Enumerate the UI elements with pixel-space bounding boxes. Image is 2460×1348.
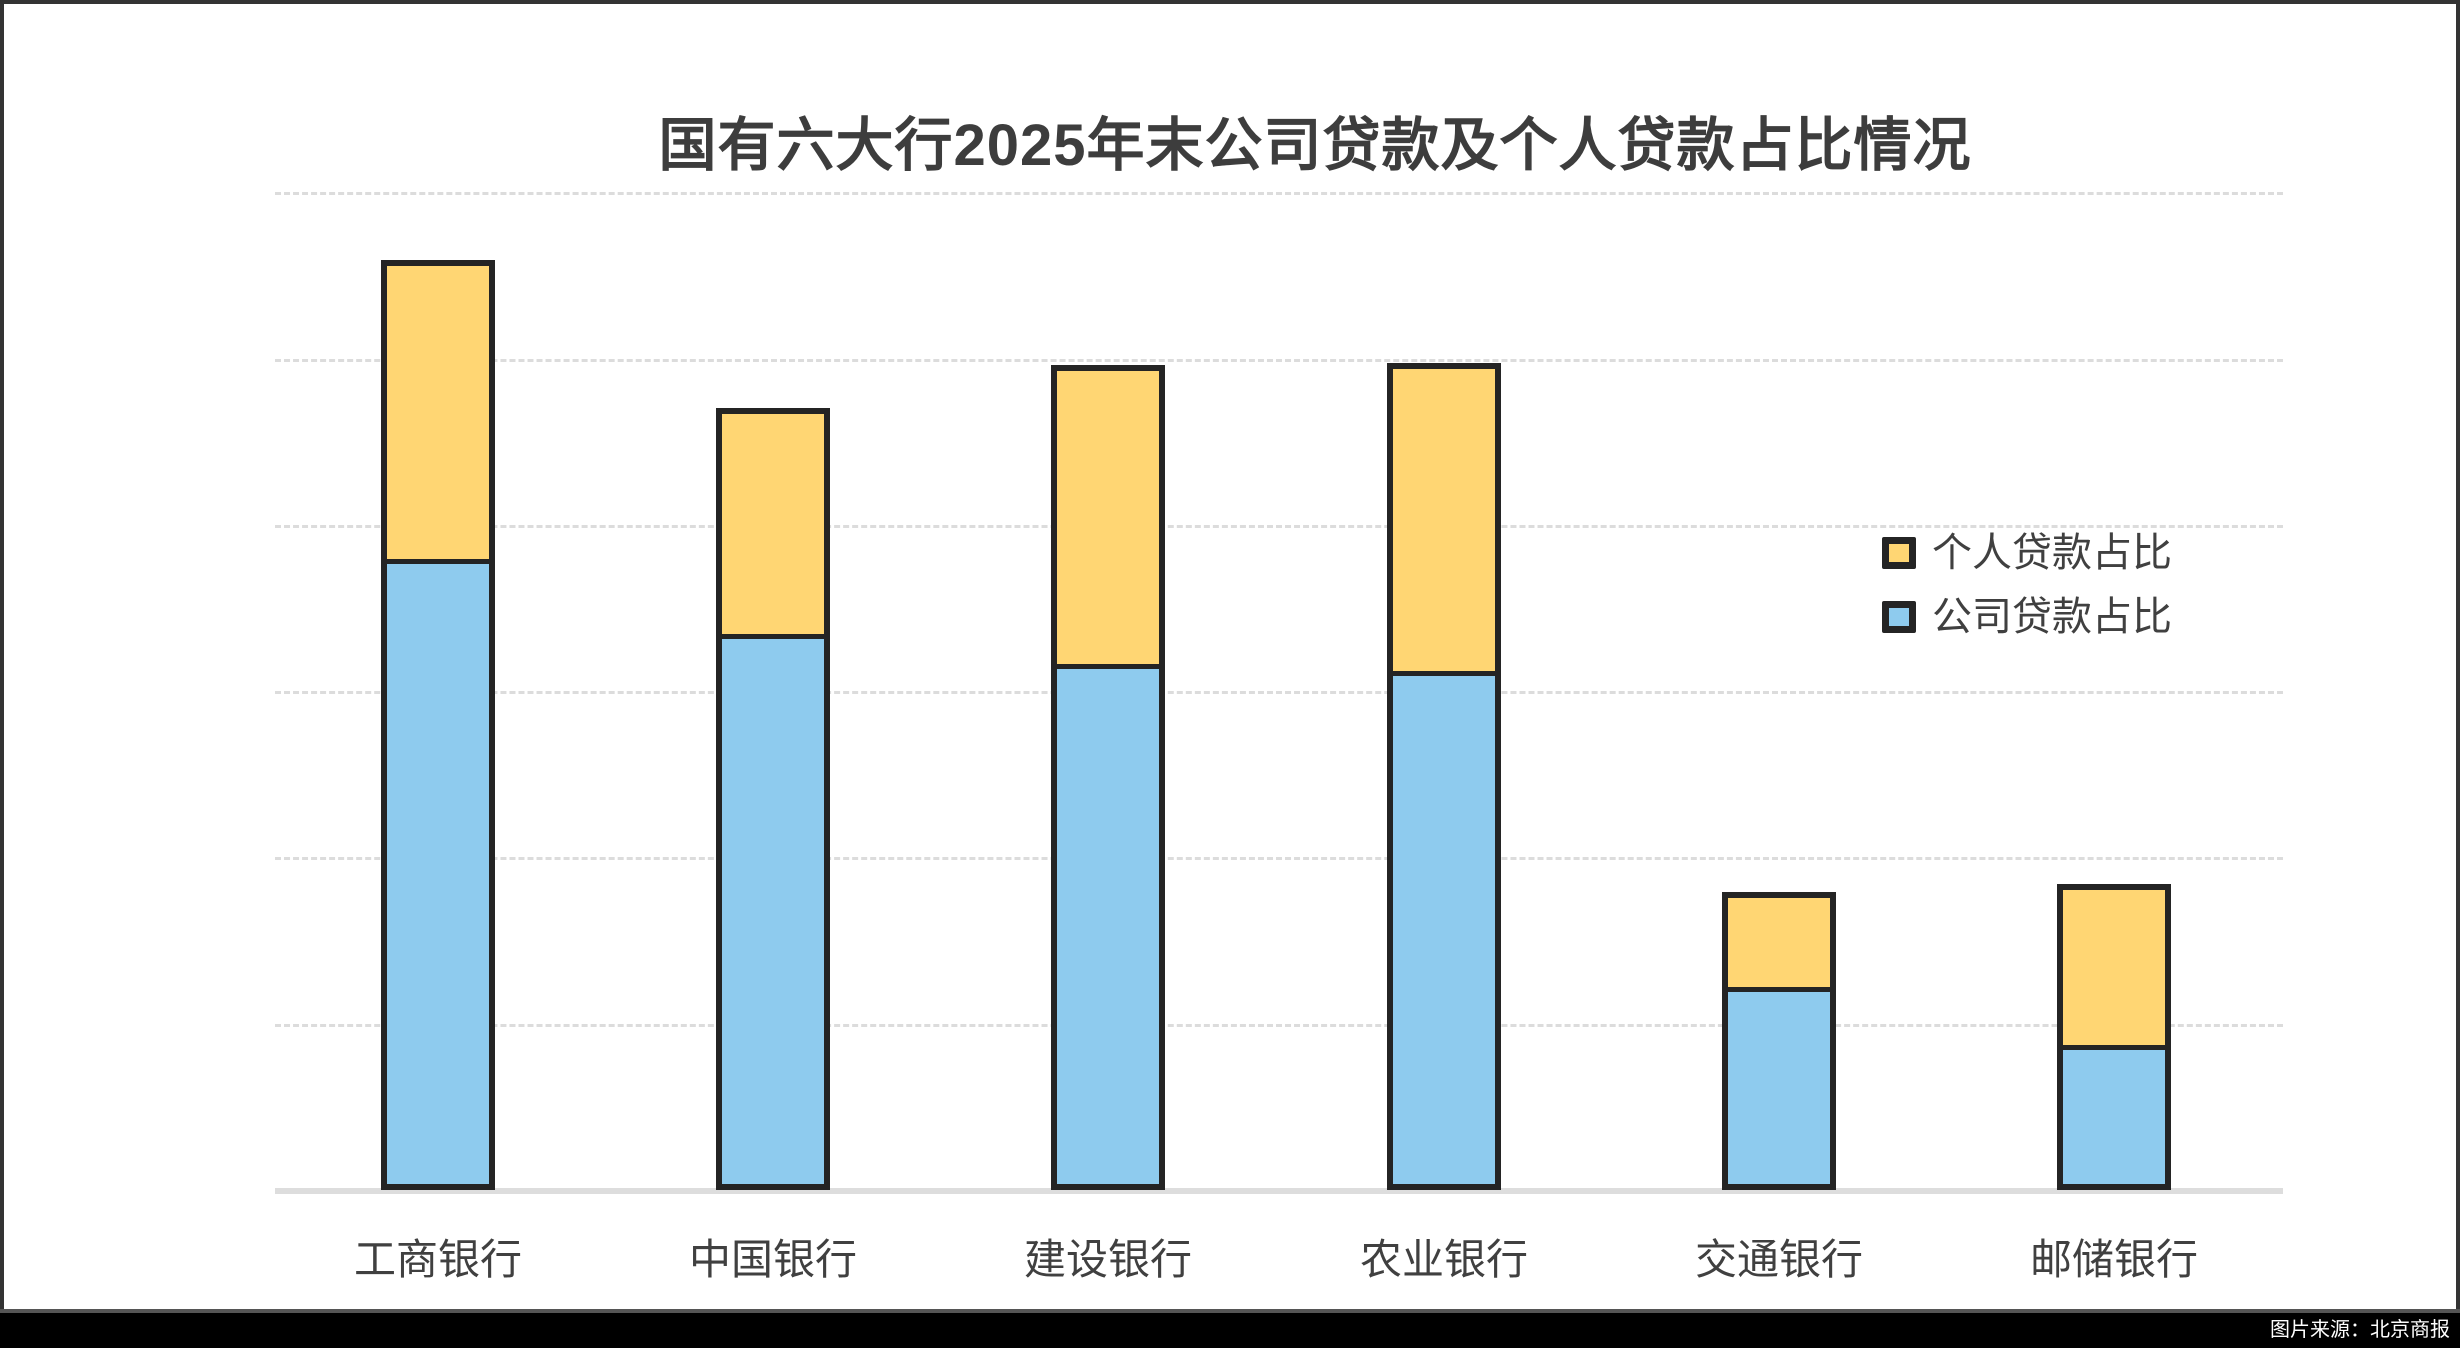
gridline bbox=[275, 857, 2283, 860]
segment-personal-loans bbox=[387, 266, 489, 564]
legend-item: 个人贷款占比 bbox=[1882, 532, 2172, 574]
category-label: 建设银行 bbox=[1023, 1236, 1192, 1283]
stacked-bar-建设银行 bbox=[1051, 365, 1165, 1190]
category-label: 中国银行 bbox=[688, 1236, 857, 1283]
segment-personal-loans bbox=[2063, 890, 2165, 1050]
chart-title: 国有六大行2025年末公司贷款及个人贷款占比情况 bbox=[658, 113, 1972, 178]
category-label: 工商银行 bbox=[353, 1236, 522, 1283]
category-label: 交通银行 bbox=[1694, 1236, 1863, 1283]
category-label: 农业银行 bbox=[1359, 1236, 1528, 1283]
category-label: 邮储银行 bbox=[2029, 1236, 2198, 1283]
legend-item: 公司贷款占比 bbox=[1882, 596, 2172, 638]
segment-personal-loans bbox=[722, 414, 824, 639]
stacked-bar-农业银行 bbox=[1387, 363, 1501, 1190]
footer-bar: 图片来源：北京商报 bbox=[0, 1309, 2460, 1348]
legend-label: 公司贷款占比 bbox=[1932, 595, 2172, 639]
segment-personal-loans bbox=[1057, 371, 1159, 669]
legend: 个人贷款占比 公司贷款占比 bbox=[1882, 532, 2172, 638]
gridline bbox=[275, 1024, 2283, 1027]
legend-label: 个人贷款占比 bbox=[1932, 531, 2172, 575]
stacked-bar-工商银行 bbox=[381, 260, 495, 1190]
gridline bbox=[275, 525, 2283, 528]
gridline bbox=[275, 691, 2283, 694]
legend-swatch-icon bbox=[1882, 601, 1916, 633]
stacked-bar-中国银行 bbox=[716, 408, 830, 1190]
stacked-bar-交通银行 bbox=[1722, 892, 1836, 1190]
segment-personal-loans bbox=[1393, 369, 1495, 676]
gridline bbox=[275, 359, 2283, 362]
stacked-bar-邮储银行 bbox=[2057, 884, 2171, 1190]
image-source-note: 图片来源：北京商报 bbox=[2270, 1319, 2450, 1341]
segment-personal-loans bbox=[1728, 898, 1830, 992]
gridline bbox=[275, 192, 2283, 195]
x-axis-line bbox=[275, 1188, 2283, 1194]
legend-swatch-icon bbox=[1882, 537, 1916, 569]
